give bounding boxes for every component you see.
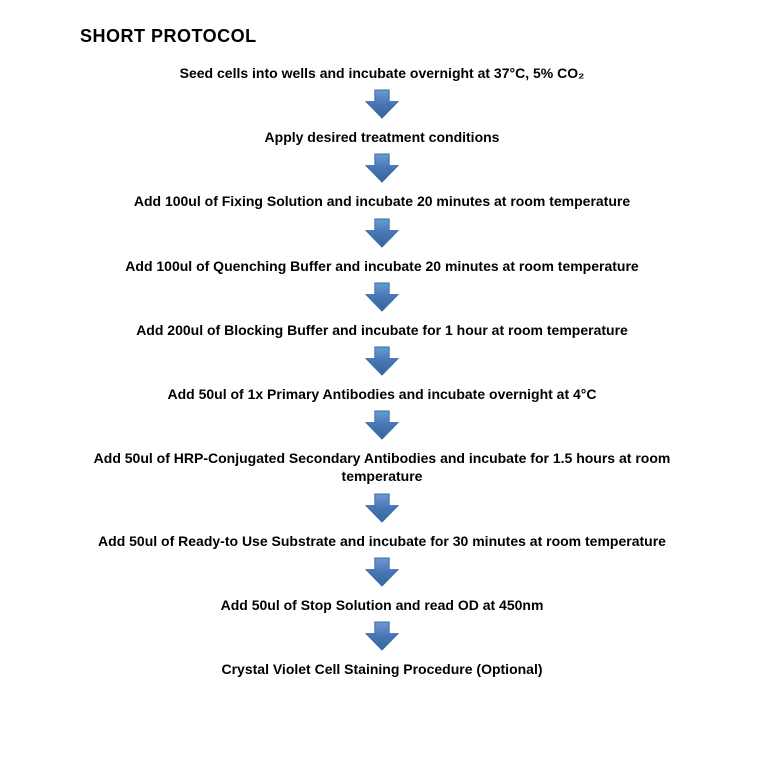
arrow-down-icon: [365, 153, 399, 183]
arrow-down-icon: [365, 89, 399, 119]
arrow-down-icon: [365, 493, 399, 523]
step-9: Add 50ul of Stop Solution and read OD at…: [221, 596, 544, 614]
arrow-down-icon: [365, 621, 399, 651]
step-2: Apply desired treatment conditions: [265, 128, 500, 146]
protocol-page: SHORT PROTOCOL Seed cells into wells and…: [0, 0, 764, 691]
arrow-down-icon: [365, 557, 399, 587]
arrow-down-icon: [365, 410, 399, 440]
step-8: Add 50ul of Ready-to Use Substrate and i…: [98, 532, 666, 550]
page-title: SHORT PROTOCOL: [80, 26, 714, 47]
step-5: Add 200ul of Blocking Buffer and incubat…: [136, 321, 628, 339]
step-1: Seed cells into wells and incubate overn…: [180, 64, 585, 82]
step-7: Add 50ul of HRP-Conjugated Secondary Ant…: [92, 449, 672, 485]
step-4: Add 100ul of Quenching Buffer and incuba…: [125, 257, 638, 275]
arrow-down-icon: [365, 282, 399, 312]
flowchart: Seed cells into wells and incubate overn…: [50, 61, 714, 681]
arrow-down-icon: [365, 218, 399, 248]
step-3: Add 100ul of Fixing Solution and incubat…: [134, 192, 630, 210]
arrow-down-icon: [365, 346, 399, 376]
step-6: Add 50ul of 1x Primary Antibodies and in…: [167, 385, 596, 403]
step-10: Crystal Violet Cell Staining Procedure (…: [221, 660, 542, 678]
